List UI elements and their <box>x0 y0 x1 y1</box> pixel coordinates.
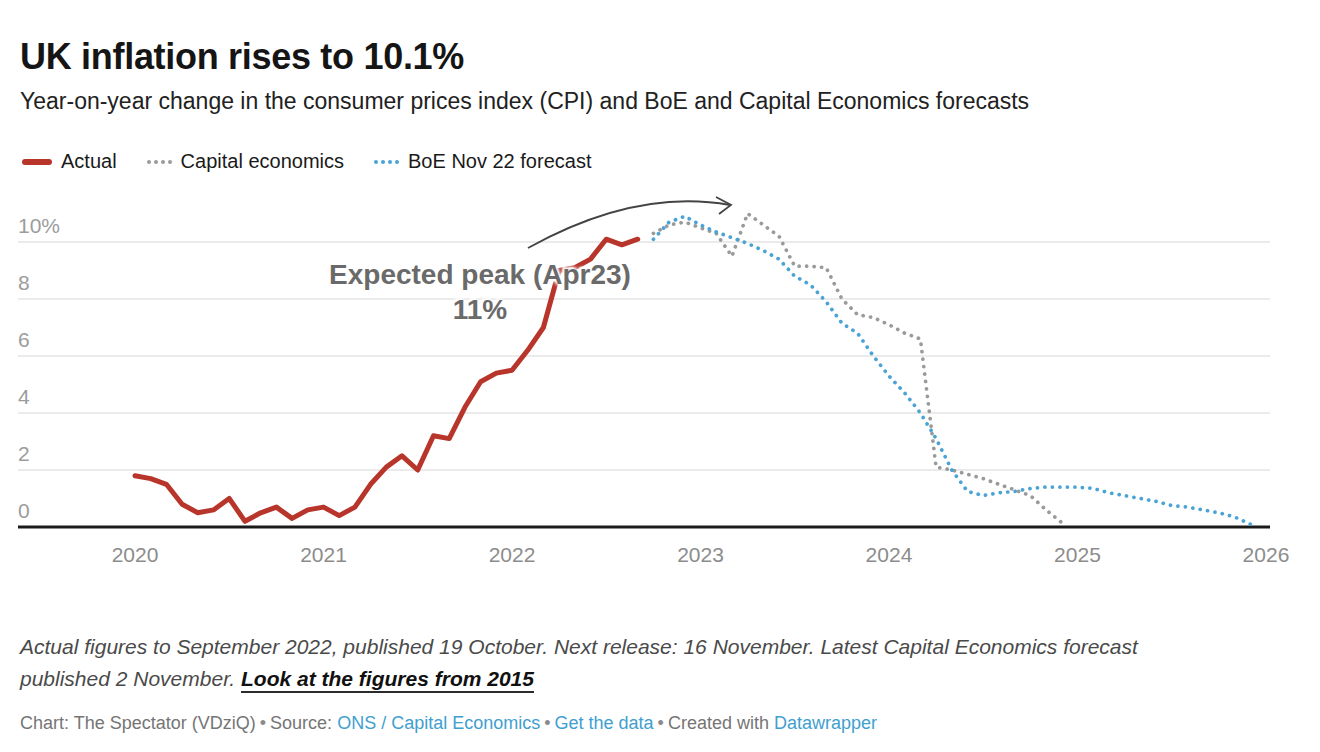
legend-item-boe-forecast: BoE Nov 22 forecast <box>374 150 591 173</box>
chart-byline: Chart: The Spectator (VDziQ)•Source: ONS… <box>20 713 877 734</box>
svg-text:2025: 2025 <box>1054 543 1101 566</box>
line-chart-area: 0 2 4 6 8 10% 2020 2021 2022 2023 2024 2025 2026 <box>0 190 1320 590</box>
get-the-data-link[interactable]: Get the data <box>555 713 654 733</box>
footnote-text: Actual figures to September 2022, publis… <box>20 635 1138 690</box>
svg-text:2: 2 <box>18 442 30 465</box>
legend-item-actual: Actual <box>22 150 117 173</box>
legend-swatch-boe-dots <box>374 160 399 164</box>
chart-footnote: Actual figures to September 2022, publis… <box>20 631 1170 695</box>
legend-swatch-actual-line <box>22 159 52 165</box>
byline-created-with-label: Created with <box>668 713 769 733</box>
svg-text:2023: 2023 <box>677 543 724 566</box>
legend-label: BoE Nov 22 forecast <box>408 150 591 173</box>
svg-text:2026: 2026 <box>1243 543 1290 566</box>
svg-text:8: 8 <box>18 271 30 294</box>
inflation-line-chart: 0 2 4 6 8 10% 2020 2021 2022 2023 2024 2025 2026 <box>0 190 1320 590</box>
datawrapper-link[interactable]: Datawrapper <box>774 713 877 733</box>
chart-subtitle: Year-on-year change in the consumer pric… <box>20 88 1029 115</box>
page-title: UK inflation rises to 10.1% <box>20 36 464 78</box>
svg-text:2020: 2020 <box>112 543 159 566</box>
svg-text:0: 0 <box>18 499 30 522</box>
chart-legend: Actual Capital economics BoE Nov 22 fore… <box>22 150 591 173</box>
source-link[interactable]: ONS / Capital Economics <box>337 713 540 733</box>
figures-from-2015-link[interactable]: Look at the figures from 2015 <box>241 667 534 693</box>
byline-separator: • <box>540 713 554 733</box>
byline-separator: • <box>256 713 270 733</box>
datawrapper-chart-page: UK inflation rises to 10.1% Year-on-year… <box>0 0 1320 752</box>
byline-separator: • <box>654 713 668 733</box>
svg-text:2022: 2022 <box>489 543 536 566</box>
svg-text:2021: 2021 <box>300 543 347 566</box>
svg-text:2024: 2024 <box>866 543 913 566</box>
byline-source-label: Source: <box>270 713 332 733</box>
legend-item-capital-economics: Capital economics <box>147 150 344 173</box>
svg-text:10%: 10% <box>18 214 60 237</box>
legend-label: Capital economics <box>181 150 344 173</box>
legend-label: Actual <box>61 150 117 173</box>
byline-chart-credit: Chart: The Spectator (VDziQ) <box>20 713 256 733</box>
svg-text:4: 4 <box>18 385 30 408</box>
svg-text:6: 6 <box>18 328 30 351</box>
legend-swatch-capital-dots <box>147 160 172 164</box>
